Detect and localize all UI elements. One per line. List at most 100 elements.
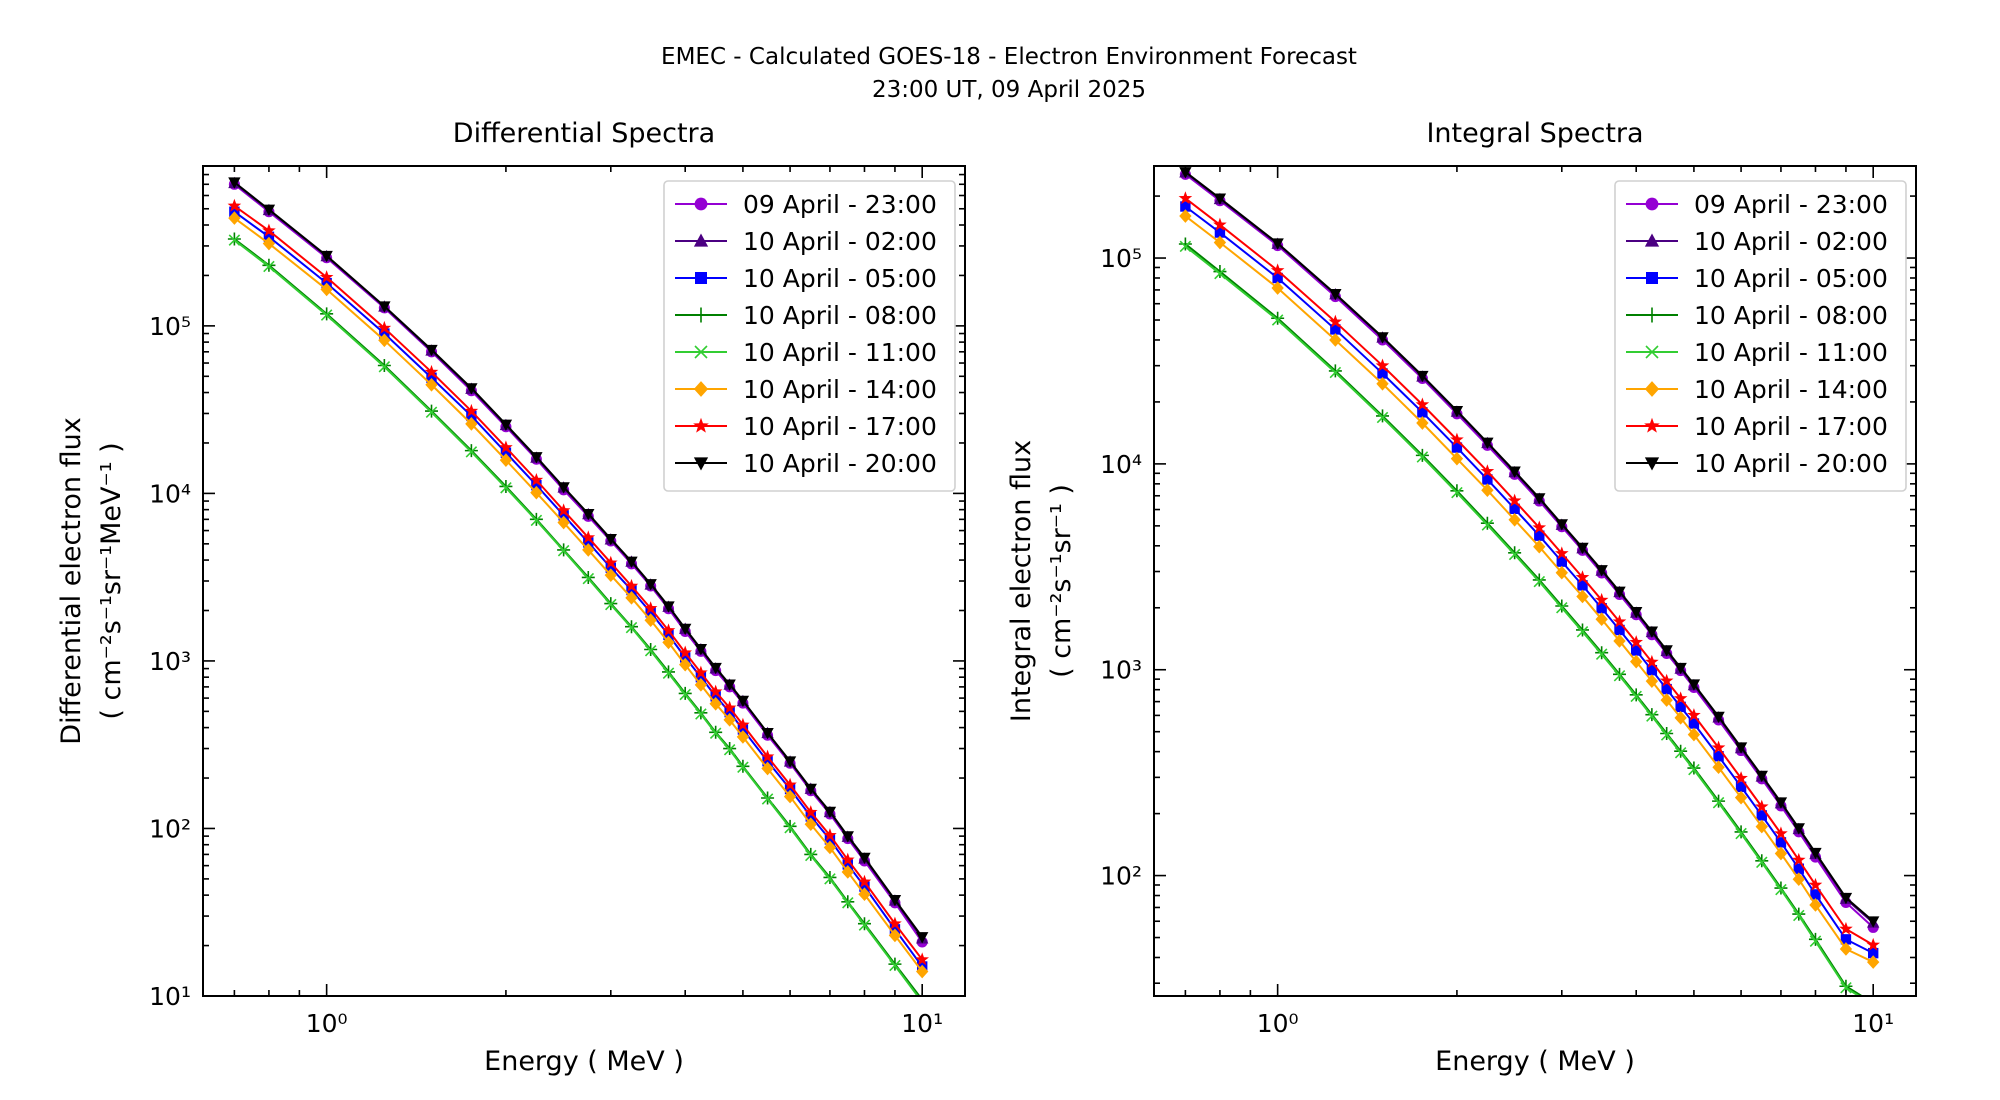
data-point <box>1508 546 1522 560</box>
data-point <box>228 177 241 189</box>
figure-title-line1: EMEC - Calculated GOES-18 - Electron Env… <box>661 44 1357 70</box>
data-point <box>1532 573 1546 587</box>
data-point <box>1416 416 1429 430</box>
data-point <box>1375 358 1390 372</box>
data-point <box>1866 937 1880 951</box>
data-point <box>1734 742 1748 754</box>
chart-title: Integral Spectra <box>1426 118 1643 149</box>
series-10-april-14-00 <box>1179 209 1880 969</box>
series-10-april-17-00 <box>1178 191 1880 951</box>
data-point <box>1271 311 1285 325</box>
data-point <box>1555 565 1568 580</box>
data-point <box>1614 624 1625 636</box>
figure-title-line2: 23:00 UT, 09 April 2025 <box>872 77 1146 103</box>
data-point <box>1660 645 1673 657</box>
data-point <box>823 806 837 819</box>
data-point <box>625 591 638 605</box>
data-point <box>1867 947 1879 959</box>
data-point <box>1481 519 1494 531</box>
data-point <box>823 840 837 855</box>
data-point <box>1376 376 1389 391</box>
data-point <box>643 601 658 615</box>
y-axis-unit: ( cm⁻²s⁻¹sr⁻¹MeV⁻¹ ) <box>96 442 127 719</box>
data-point <box>1376 409 1390 423</box>
legend-item: 09 April - 23:00 <box>1626 190 1888 219</box>
data-point <box>228 234 241 246</box>
data-point <box>1480 516 1494 530</box>
data-point <box>708 684 723 698</box>
data-point <box>1675 701 1686 713</box>
data-point <box>784 821 796 834</box>
data-point <box>1839 892 1853 905</box>
y-tick-label: 10⁴ <box>149 479 191 508</box>
data-point <box>1508 512 1521 527</box>
legend-item: 10 April - 11:00 <box>675 338 937 367</box>
data-point <box>761 728 774 740</box>
data-point <box>709 662 722 675</box>
legend-item: 10 April - 02:00 <box>675 227 937 256</box>
legend-marker <box>1646 272 1658 284</box>
data-point <box>644 644 657 657</box>
data-point <box>1577 580 1588 591</box>
data-point <box>1533 493 1546 505</box>
data-point <box>529 472 544 486</box>
data-point <box>1451 486 1463 499</box>
data-point <box>1533 575 1546 588</box>
data-point <box>1450 432 1464 446</box>
data-point <box>1630 607 1643 619</box>
data-point <box>604 534 617 546</box>
legend-item: 10 April - 20:00 <box>1626 449 1888 478</box>
data-point <box>1867 955 1880 969</box>
data-point <box>678 645 692 659</box>
legend-item: 10 April - 02:00 <box>1626 227 1888 256</box>
data-point <box>723 679 736 691</box>
data-point <box>530 485 543 500</box>
y-tick-label: 10² <box>1100 862 1142 891</box>
data-point <box>1711 740 1726 754</box>
data-point <box>1554 546 1569 560</box>
x-tick-label: 10⁰ <box>1257 1009 1299 1038</box>
data-point <box>1713 751 1724 762</box>
legend-marker <box>693 307 709 323</box>
data-point <box>1329 333 1342 347</box>
data-point <box>1328 364 1342 378</box>
series-10-april-11-00 <box>228 234 919 996</box>
data-point <box>1533 539 1546 554</box>
data-point <box>1839 942 1853 956</box>
data-point <box>1774 797 1788 809</box>
legend-label: 09 April - 23:00 <box>743 190 937 219</box>
legend-marker <box>694 197 708 211</box>
data-point <box>1712 760 1725 775</box>
data-point <box>1555 599 1569 613</box>
data-point <box>1270 263 1285 277</box>
data-point <box>263 260 275 273</box>
legend-item: 10 April - 05:00 <box>1626 264 1888 293</box>
data-point <box>320 282 333 297</box>
data-point <box>805 849 817 862</box>
data-point <box>557 515 570 530</box>
legend-item: 10 April - 20:00 <box>675 449 937 478</box>
data-point <box>378 333 391 348</box>
legend-label: 10 April - 05:00 <box>1694 264 1888 293</box>
data-point <box>1595 565 1608 577</box>
data-point <box>1791 852 1806 866</box>
legend-marker <box>693 233 709 247</box>
legend-label: 10 April - 05:00 <box>743 264 937 293</box>
data-point <box>262 236 276 251</box>
data-point <box>1508 466 1521 478</box>
chart-title: Differential Spectra <box>453 118 715 149</box>
data-point <box>857 874 872 888</box>
legend-label: 10 April - 11:00 <box>1694 338 1888 367</box>
legend-marker <box>693 381 709 397</box>
data-point <box>1272 272 1283 284</box>
data-point <box>783 777 797 791</box>
x-tick-label: 10¹ <box>1852 1009 1894 1038</box>
data-point <box>1645 674 1659 688</box>
legend-label: 10 April - 20:00 <box>743 449 937 478</box>
data-point <box>1179 240 1192 253</box>
data-point <box>227 198 242 212</box>
data-point <box>582 572 595 585</box>
data-point <box>1612 614 1627 628</box>
data-point <box>858 919 871 931</box>
